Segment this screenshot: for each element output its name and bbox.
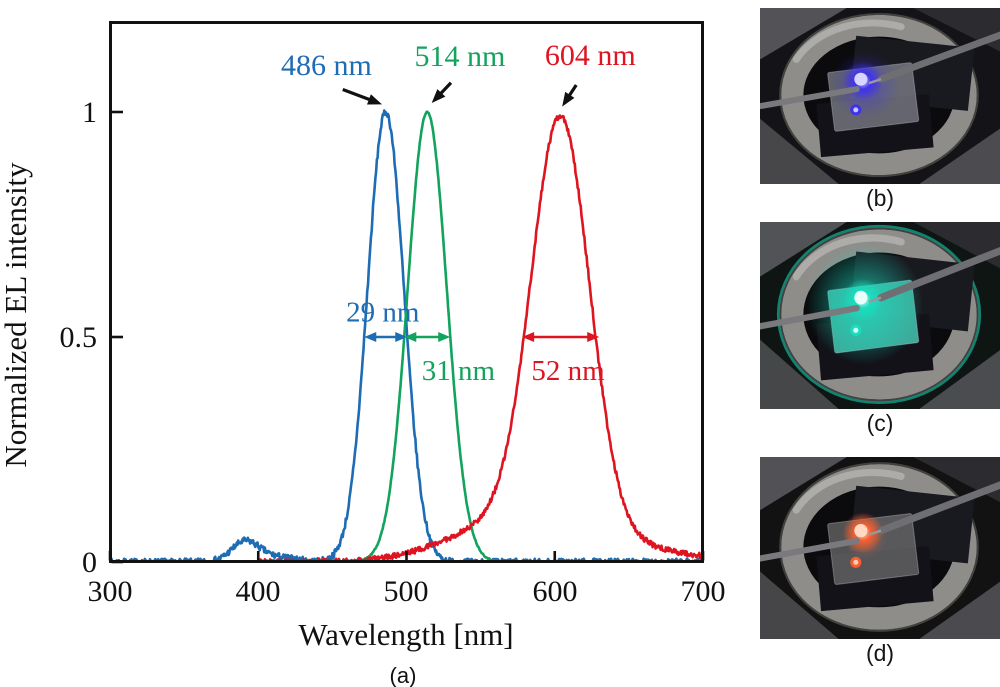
emission-spot-secondary-core <box>853 559 859 565</box>
spectrum-curve-486nm <box>109 109 704 563</box>
peak-pointer-arrowhead <box>431 89 446 103</box>
fwhm-arrowhead-left <box>364 332 377 342</box>
emission-spot-secondary-core <box>853 327 859 333</box>
y-axis-title: Normalized EL intensity <box>0 162 33 468</box>
el-spectra-chart: 29 nm 486 nm 31 nm 514 nm 52 nm 604 nm 300 40… <box>0 21 726 687</box>
y-tick-1: 1 <box>82 96 97 129</box>
y-tick-0-5: 0.5 <box>60 321 98 354</box>
green-device-photo <box>760 222 1000 409</box>
x-tick-700: 700 <box>681 575 726 608</box>
peak-pointer-arrowhead <box>366 94 383 105</box>
stage-corner <box>760 339 839 409</box>
panel-d-label: (d) <box>865 640 895 666</box>
spectrum-curve-604nm <box>254 114 705 563</box>
axis-ticks <box>108 110 705 564</box>
peak-wavelength-label: 486 nm <box>281 49 372 82</box>
stage-corner <box>760 8 847 60</box>
photo-panel-d: (d) <box>760 457 1000 666</box>
fwhm-arrowhead-right <box>438 332 451 342</box>
stage-corner <box>919 350 1000 409</box>
x-tick-400: 400 <box>236 575 281 608</box>
panel-a-label: (a) <box>390 663 417 687</box>
blue-device-photo <box>760 8 1000 184</box>
fwhm-arrowhead-right <box>395 332 408 342</box>
red-device-photo <box>760 457 1000 639</box>
probe-needle-right <box>877 31 1000 83</box>
ring-rim-glow <box>776 224 982 405</box>
fwhm-arrowhead-left <box>522 332 535 342</box>
ring-highlight <box>792 19 905 63</box>
emission-core <box>854 290 868 305</box>
x-tick-300: 300 <box>88 575 133 608</box>
panel-c-label: (c) <box>866 410 894 436</box>
y-tick-labels: 0 0.5 1 <box>60 96 98 579</box>
probe-needle-left <box>760 86 860 110</box>
emission-core <box>854 523 868 538</box>
x-tick-labels: 300 400 500 600 700 <box>88 575 726 608</box>
y-tick-0: 0 <box>82 546 97 579</box>
fwhm-label: 29 nm <box>346 296 420 328</box>
plot-frame <box>109 21 704 563</box>
probe-tip <box>868 529 882 536</box>
probe-tip <box>868 78 882 85</box>
photo-panel-b: (b) <box>760 8 1000 211</box>
panel-b-label: (b) <box>865 185 895 211</box>
ring-outer-edge <box>779 462 979 632</box>
probe-needle-right <box>877 481 1000 535</box>
fwhm-arrowhead-left <box>404 332 417 342</box>
peak-pointer-arrowhead <box>562 91 575 107</box>
ring-outer-edge <box>779 12 979 178</box>
peak-wavelength-label: 604 nm <box>545 39 636 72</box>
x-tick-600: 600 <box>533 575 578 608</box>
peak-pointer-line <box>342 88 375 103</box>
probe-needle-right <box>877 246 1000 302</box>
emission-core <box>854 72 868 86</box>
ring-outer-edge <box>779 227 979 402</box>
emission-spot-secondary-core <box>853 107 859 113</box>
probe-needle-left <box>760 304 860 330</box>
x-tick-500: 500 <box>384 575 429 608</box>
plot-area: 29 nm 486 nm 31 nm 514 nm 52 nm 604 nm <box>109 39 705 563</box>
fwhm-label: 31 nm <box>422 355 496 387</box>
probe-needle-left <box>760 537 860 562</box>
ring-highlight <box>792 468 905 514</box>
ring-highlight <box>792 234 905 281</box>
fwhm-label: 52 nm <box>531 355 605 387</box>
probe-tip <box>868 296 882 304</box>
x-axis-title: Wavelength [nm] <box>298 617 513 652</box>
photo-panel-c: (c) <box>760 222 1000 436</box>
peak-wavelength-label: 514 nm <box>414 40 505 73</box>
fwhm-arrowhead-right <box>587 332 600 342</box>
